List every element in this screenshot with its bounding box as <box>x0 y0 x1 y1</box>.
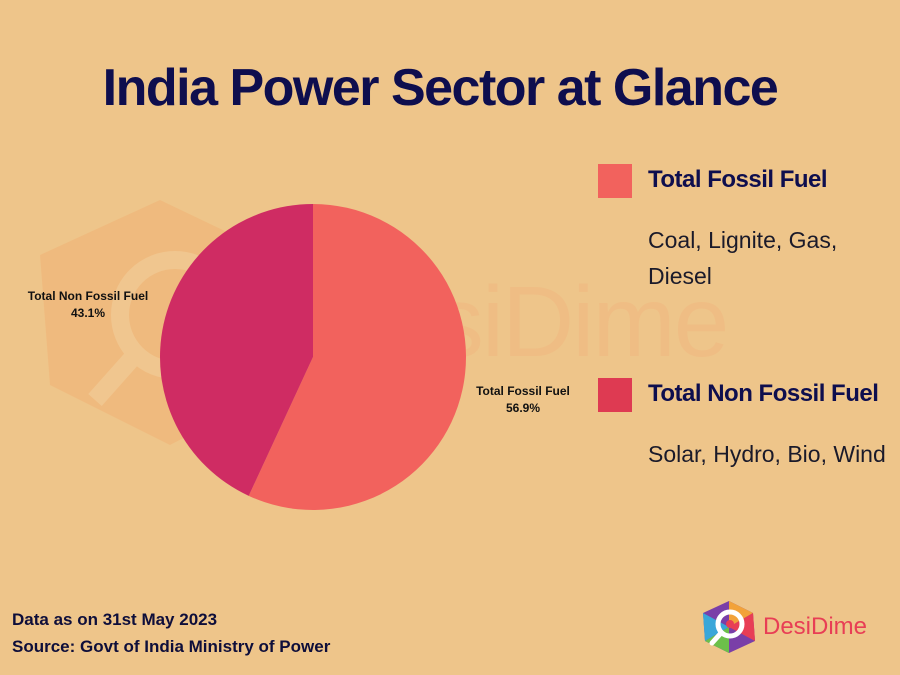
pie-slice-fossil <box>248 204 466 510</box>
pie-label-non-fossil-value: 43.1% <box>70 306 106 320</box>
page-title: India Power Sector at Glance <box>102 59 779 117</box>
legend-name-non-fossil: Total Non Fossil Fuel <box>648 380 879 407</box>
footer-source: Source: Govt of India Ministry of Power <box>12 637 331 656</box>
pie-label-fossil-name: Total Fossil Fuel <box>476 384 570 398</box>
desidime-logo-icon <box>703 601 755 653</box>
pie-slice-non-fossil <box>160 204 313 496</box>
legend-swatch-fossil <box>598 164 632 198</box>
pie-label-non-fossil-name: Total Non Fossil Fuel <box>27 289 149 303</box>
pie-label-fossil: Total Fossil Fuel 56.9% <box>458 383 588 417</box>
legend-name-fossil: Total Fossil Fuel <box>648 166 828 193</box>
pie-label-fossil-value: 56.9% <box>505 401 541 415</box>
legend-swatch-non-fossil <box>598 378 632 412</box>
footer-date-note: Data as on 31st May 2023 <box>12 610 218 629</box>
brand-logo[interactable]: DesiDime <box>701 599 886 655</box>
legend-desc-non-fossil: Solar, Hydro, Bio, Wind <box>648 441 886 467</box>
brand-name: DesiDime <box>763 613 868 640</box>
legend-desc-fossil: Coal, Lignite, Gas, Diesel <box>648 227 838 289</box>
pie-label-non-fossil: Total Non Fossil Fuel 43.1% <box>8 288 168 322</box>
